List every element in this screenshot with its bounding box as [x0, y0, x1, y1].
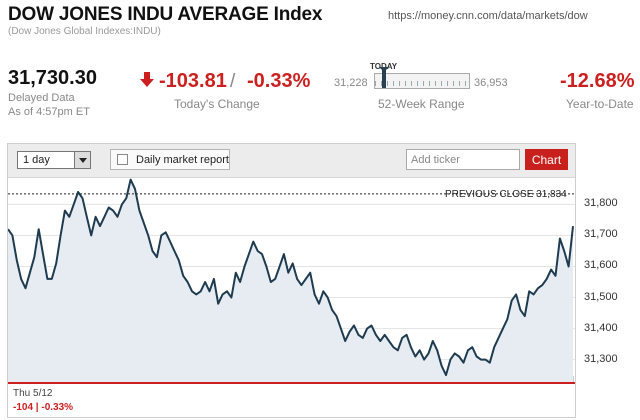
range-low: 31,228: [334, 77, 368, 89]
last-price: 31,730.30: [8, 67, 97, 89]
range-marker-pointer: [379, 67, 389, 72]
y-tick-label: 31,700: [584, 228, 618, 241]
change-separator: /: [230, 71, 236, 92]
x-axis-date: Thu 5/12: [13, 388, 53, 399]
change-percent: -0.33%: [247, 70, 311, 92]
change-points: -103.81: [159, 70, 227, 92]
ytd-percent: -12.68%: [560, 70, 635, 92]
range-today-label: TODAY: [370, 62, 398, 71]
todays-change-label: Today's Change: [174, 97, 260, 111]
delayed-data-label: Delayed Data: [8, 92, 75, 104]
x-axis-change: -104 | -0.33%: [13, 402, 74, 413]
52-week-range-label: 52-Week Range: [378, 97, 465, 111]
previous-close-label: PREVIOUS CLOSE 31,834: [445, 189, 567, 200]
y-tick-label: 31,600: [584, 259, 618, 272]
y-tick-label: 31,800: [584, 197, 618, 210]
page-url[interactable]: https://money.cnn.com/data/markets/dow: [388, 10, 588, 22]
as-of-time: As of 4:57pm ET: [8, 106, 90, 118]
daily-report-toggle[interactable]: Daily market report: [110, 149, 230, 170]
chart-button[interactable]: Chart: [525, 149, 568, 170]
daily-report-checkbox[interactable]: [117, 154, 128, 165]
range-today-marker: [382, 70, 386, 88]
range-high: 36,953: [474, 77, 508, 89]
dropdown-button[interactable]: [74, 152, 90, 168]
down-arrow-icon: [140, 72, 154, 87]
index-subtitle: (Dow Jones Global Indexes:INDU): [8, 26, 161, 37]
52-week-range-bar: [374, 67, 470, 89]
y-tick-label: 31,500: [584, 290, 618, 303]
range-scale: [375, 81, 469, 86]
add-ticker-input[interactable]: [406, 149, 520, 170]
y-tick-label: 31,300: [584, 352, 618, 365]
period-select-value: 1 day: [23, 154, 50, 166]
page-title: DOW JONES INDU AVERAGE Index: [8, 4, 323, 25]
ytd-label: Year-to-Date: [566, 97, 634, 111]
y-tick-label: 31,400: [584, 321, 618, 334]
period-select[interactable]: 1 day: [17, 151, 91, 169]
daily-report-label: Daily market report: [136, 154, 229, 166]
price-area: [8, 179, 573, 382]
price-line: [8, 178, 574, 377]
price-chart: [8, 178, 575, 384]
chevron-down-icon: [78, 157, 87, 163]
